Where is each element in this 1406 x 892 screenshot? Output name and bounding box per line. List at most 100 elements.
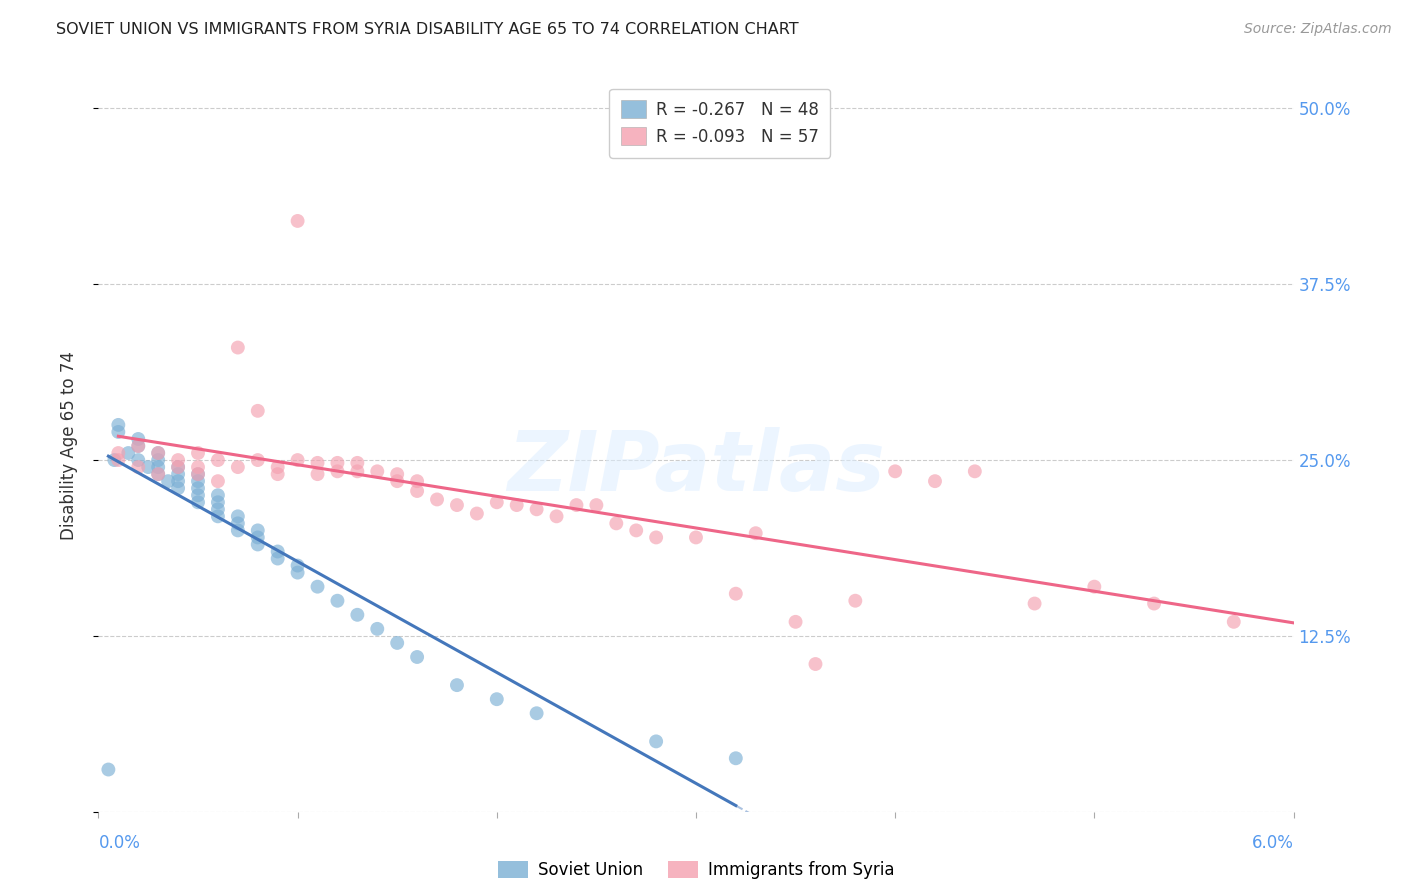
Point	[246, 404, 269, 418]
Point	[406, 483, 429, 498]
Point	[406, 474, 429, 488]
Point	[226, 509, 249, 524]
Text: SOVIET UNION VS IMMIGRANTS FROM SYRIA DISABILITY AGE 65 TO 74 CORRELATION CHART: SOVIET UNION VS IMMIGRANTS FROM SYRIA DI…	[56, 22, 799, 37]
Point	[526, 706, 548, 721]
Point	[963, 464, 986, 478]
Point	[485, 495, 508, 509]
Point	[187, 488, 209, 502]
Point	[148, 446, 170, 460]
Point	[287, 566, 309, 580]
Point	[187, 467, 209, 482]
Point	[785, 615, 807, 629]
Point	[526, 502, 548, 516]
Point	[148, 460, 170, 475]
Point	[346, 607, 368, 622]
Point	[385, 636, 409, 650]
Point	[745, 526, 768, 541]
Point	[326, 464, 349, 478]
Point	[148, 467, 170, 482]
Text: ZIPatlas: ZIPatlas	[508, 427, 884, 508]
Point	[148, 453, 170, 467]
Text: 6.0%: 6.0%	[1251, 834, 1294, 852]
Point	[167, 460, 190, 475]
Point	[645, 530, 668, 544]
Point	[187, 481, 209, 495]
Text: 0.0%: 0.0%	[98, 834, 141, 852]
Point	[103, 453, 125, 467]
Point	[346, 464, 368, 478]
Point	[207, 502, 229, 516]
Point	[645, 734, 668, 748]
Point	[167, 453, 190, 467]
Point	[157, 474, 180, 488]
Point	[107, 425, 129, 439]
Point	[107, 453, 129, 467]
Point	[148, 446, 170, 460]
Point	[626, 524, 648, 538]
Point	[605, 516, 627, 531]
Y-axis label: Disability Age 65 to 74: Disability Age 65 to 74	[59, 351, 77, 541]
Point	[287, 558, 309, 573]
Point	[167, 467, 190, 482]
Point	[287, 453, 309, 467]
Point	[724, 587, 747, 601]
Point	[226, 516, 249, 531]
Point	[97, 763, 120, 777]
Point	[127, 453, 149, 467]
Point	[585, 498, 607, 512]
Point	[844, 593, 866, 607]
Point	[246, 530, 269, 544]
Point	[307, 467, 329, 482]
Point	[884, 464, 907, 478]
Point	[406, 650, 429, 665]
Point	[127, 439, 149, 453]
Point	[366, 464, 388, 478]
Point	[187, 460, 209, 475]
Point	[226, 460, 249, 475]
Point	[127, 439, 149, 453]
Point	[187, 467, 209, 482]
Point	[207, 453, 229, 467]
Point	[226, 524, 249, 538]
Point	[307, 580, 329, 594]
Point	[565, 498, 588, 512]
Point	[326, 593, 349, 607]
Point	[207, 474, 229, 488]
Point	[326, 456, 349, 470]
Point	[267, 460, 290, 475]
Point	[366, 622, 388, 636]
Point	[148, 467, 170, 482]
Point	[246, 537, 269, 551]
Point	[1083, 580, 1105, 594]
Point	[107, 417, 129, 432]
Point	[267, 544, 290, 558]
Point	[465, 507, 488, 521]
Point	[426, 492, 449, 507]
Point	[267, 467, 290, 482]
Point	[1024, 597, 1046, 611]
Point	[1223, 615, 1246, 629]
Point	[167, 474, 190, 488]
Point	[127, 460, 149, 475]
Point	[307, 456, 329, 470]
Point	[804, 657, 827, 671]
Point	[446, 678, 468, 692]
Point	[207, 495, 229, 509]
Point	[187, 474, 209, 488]
Point	[167, 460, 190, 475]
Point	[385, 467, 409, 482]
Point	[226, 341, 249, 355]
Point	[246, 453, 269, 467]
Point	[385, 474, 409, 488]
Point	[136, 460, 159, 475]
Text: Source: ZipAtlas.com: Source: ZipAtlas.com	[1244, 22, 1392, 37]
Point	[346, 456, 368, 470]
Point	[207, 488, 229, 502]
Point	[107, 446, 129, 460]
Point	[167, 481, 190, 495]
Legend: Soviet Union, Immigrants from Syria: Soviet Union, Immigrants from Syria	[489, 853, 903, 888]
Point	[267, 551, 290, 566]
Point	[207, 509, 229, 524]
Point	[506, 498, 529, 512]
Point	[187, 446, 209, 460]
